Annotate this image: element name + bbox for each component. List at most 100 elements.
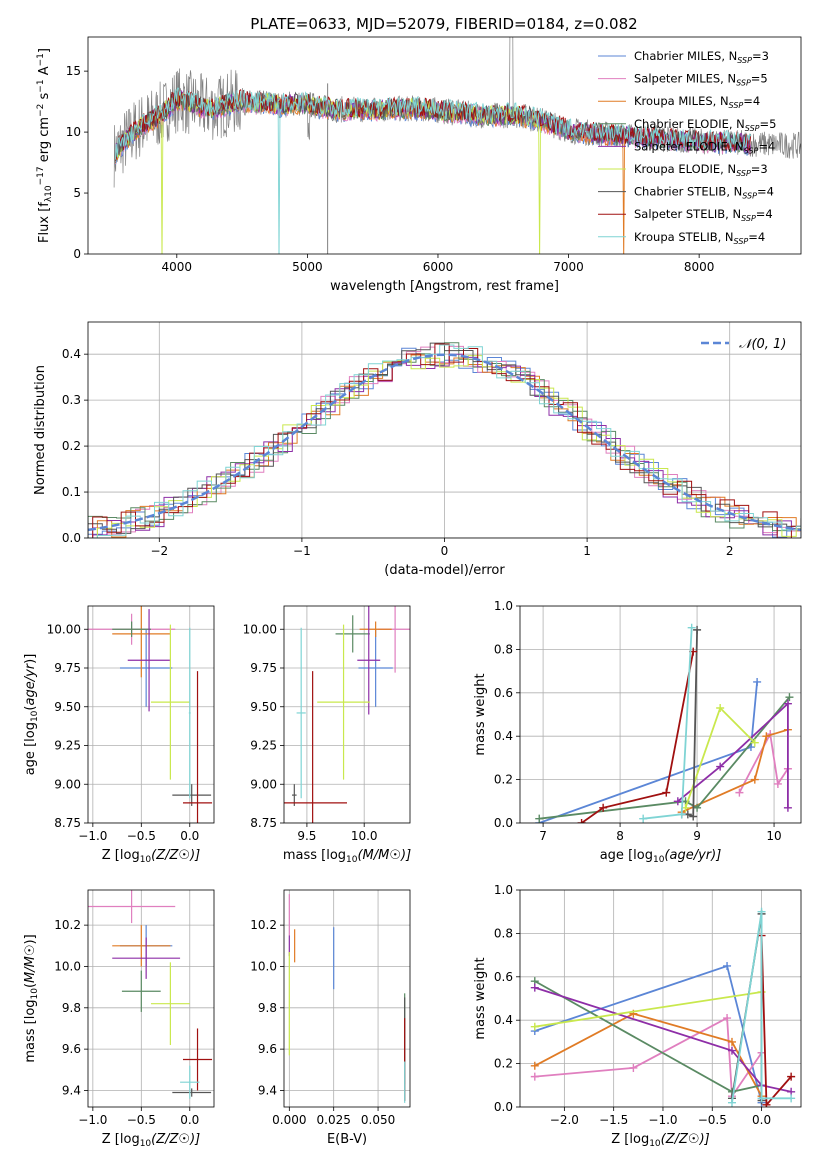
legend-count: =5 <box>760 117 777 131</box>
weight-marker <box>757 1094 766 1103</box>
x-tick-label: 2 <box>726 544 734 558</box>
y-tick-label: 9.50 <box>54 700 81 714</box>
x-axis-label: Z [log10(Z/Z☉)] <box>611 1132 709 1149</box>
legend-sub: SSP <box>742 192 757 201</box>
y-tick-label: 9.6 <box>62 1042 81 1056</box>
residual-panel: −2 −1 0 1 2 0.0 0.1 0.2 0.3 0.4 𝒩(0, 1) (data-model… <box>33 321 802 578</box>
legend-sub: SSP <box>736 79 751 88</box>
weight-marker <box>723 961 732 970</box>
x-tick-label: 4000 <box>162 260 193 274</box>
label-part: Z [log <box>102 848 140 863</box>
y-axis-label: age [log10(age/yr)] <box>23 654 40 776</box>
label-part: Z [log <box>102 1132 140 1147</box>
x-tick-label: −0.5 <box>127 1113 156 1127</box>
axes-frame <box>87 605 215 824</box>
label-part: −17 <box>36 166 46 185</box>
label-sub: 10 <box>653 855 665 865</box>
x-tick-label: 0.0 <box>180 829 199 843</box>
label-part: s <box>37 92 52 103</box>
weight-marker <box>727 1037 736 1046</box>
weight-marker <box>535 814 544 823</box>
weight-line <box>538 681 758 823</box>
legend-count: =3 <box>752 49 769 63</box>
x-axis-label: Z [log10(Z/Z☉)] <box>102 848 200 865</box>
y-tick-label: 8.75 <box>250 816 277 830</box>
label-part: −1 <box>36 79 46 92</box>
x-tick-label: 0.0 <box>752 1113 771 1127</box>
label-sub: 10 <box>140 855 152 865</box>
label-part: E(B-V) <box>327 1132 367 1147</box>
label-part: Z [log <box>611 1132 649 1147</box>
label-part: 10 <box>30 988 40 1000</box>
label-part: Flux [f <box>37 202 52 243</box>
ticks: 0.000 0.025 0.050 9.4 9.6 9.8 10.0 10.2 <box>250 918 395 1127</box>
y-tick-label: 15 <box>66 64 81 78</box>
weight-marker <box>662 788 671 797</box>
y-tick-label: 9.50 <box>250 700 277 714</box>
y-tick-label: 9.75 <box>250 661 277 675</box>
axes-frame <box>283 605 411 824</box>
legend-count: =4 <box>756 207 773 221</box>
x-tick-label: −1.5 <box>599 1113 628 1127</box>
weight-marker <box>677 810 686 819</box>
weight-line <box>534 986 792 1093</box>
label-part: mass weight <box>473 957 488 1039</box>
weight-line <box>534 991 762 1028</box>
weight-marker <box>762 1100 771 1107</box>
axes-frame <box>87 36 802 255</box>
weight-vs-metallicity-panel: −2.0 −1.5 −1.0 −0.5 0.0 0.0 0.2 0.4 0.6 0.8 1.0 Z [… <box>473 883 802 1149</box>
y-tick-label: 0.4 <box>494 729 513 743</box>
weight-marker <box>727 1046 736 1055</box>
y-tick-label: 9.25 <box>54 739 81 753</box>
label-part: (M/M☉)] <box>357 848 411 863</box>
x-tick-label: 0.025 <box>317 1113 351 1127</box>
label-part: (Z/Z☉)] <box>151 1132 200 1147</box>
weight-marker <box>750 775 759 784</box>
legend-name: Chabrier STELIB, N <box>634 185 742 199</box>
label-part: wavelength [Angstrom, rest frame] <box>330 279 559 294</box>
y-tick-label: 0 <box>73 247 81 261</box>
y-tick-label: 9.6 <box>258 1042 277 1056</box>
label-part: −1 <box>36 53 46 66</box>
legend-count: =4 <box>743 94 760 108</box>
x-tick-label: −1 <box>293 544 311 558</box>
x-axis-label: E(B-V) <box>327 1132 367 1147</box>
x-tick-label: 10 <box>766 829 781 843</box>
weight-line <box>738 731 789 794</box>
y-tick-label: 10.2 <box>54 918 81 932</box>
weight-marker <box>599 803 608 812</box>
y-tick-label: 9.75 <box>54 661 81 675</box>
x-tick-label: −2 <box>150 544 168 558</box>
legend-label: 𝒩(0, 1) <box>739 337 786 352</box>
plot-area <box>520 890 801 1107</box>
x-tick-label: 0.050 <box>361 1113 395 1127</box>
weight-marker <box>716 762 725 771</box>
residual-histogram <box>88 345 801 538</box>
y-tick-label: 0.1 <box>62 485 81 499</box>
label-part: λ <box>44 196 54 202</box>
label-part: 10 <box>44 185 54 197</box>
y-tick-label: 0.6 <box>494 686 513 700</box>
label-part: A <box>37 66 52 79</box>
plot-area <box>284 890 410 1107</box>
legend-sub: SSP <box>736 169 751 178</box>
weight-marker <box>530 1061 539 1070</box>
mass-vs-ebv-panel: 0.000 0.025 0.050 9.4 9.6 9.8 10.0 10.2 E(B-V) <box>250 889 411 1147</box>
legend-label: Kroupa STELIB, NSSP=4 <box>634 230 765 246</box>
label-sub: 10 <box>140 1139 152 1149</box>
x-tick-label: 7 <box>539 829 547 843</box>
label-part: mass weight <box>473 673 488 755</box>
x-axis-label: mass [log10(M/M☉)] <box>283 848 411 865</box>
weight-line <box>539 696 791 820</box>
legend-sub: SSP <box>745 124 760 133</box>
label-part: )] <box>23 654 38 664</box>
weight-marker <box>723 1014 732 1023</box>
residual-histogram <box>88 342 801 538</box>
y-tick-label: 0.3 <box>62 393 81 407</box>
weight-marker <box>629 1063 638 1072</box>
weight-marker <box>787 1094 796 1103</box>
x-tick-label: 8 <box>616 829 624 843</box>
legend-name: Salpeter ELODIE, N <box>634 139 744 153</box>
